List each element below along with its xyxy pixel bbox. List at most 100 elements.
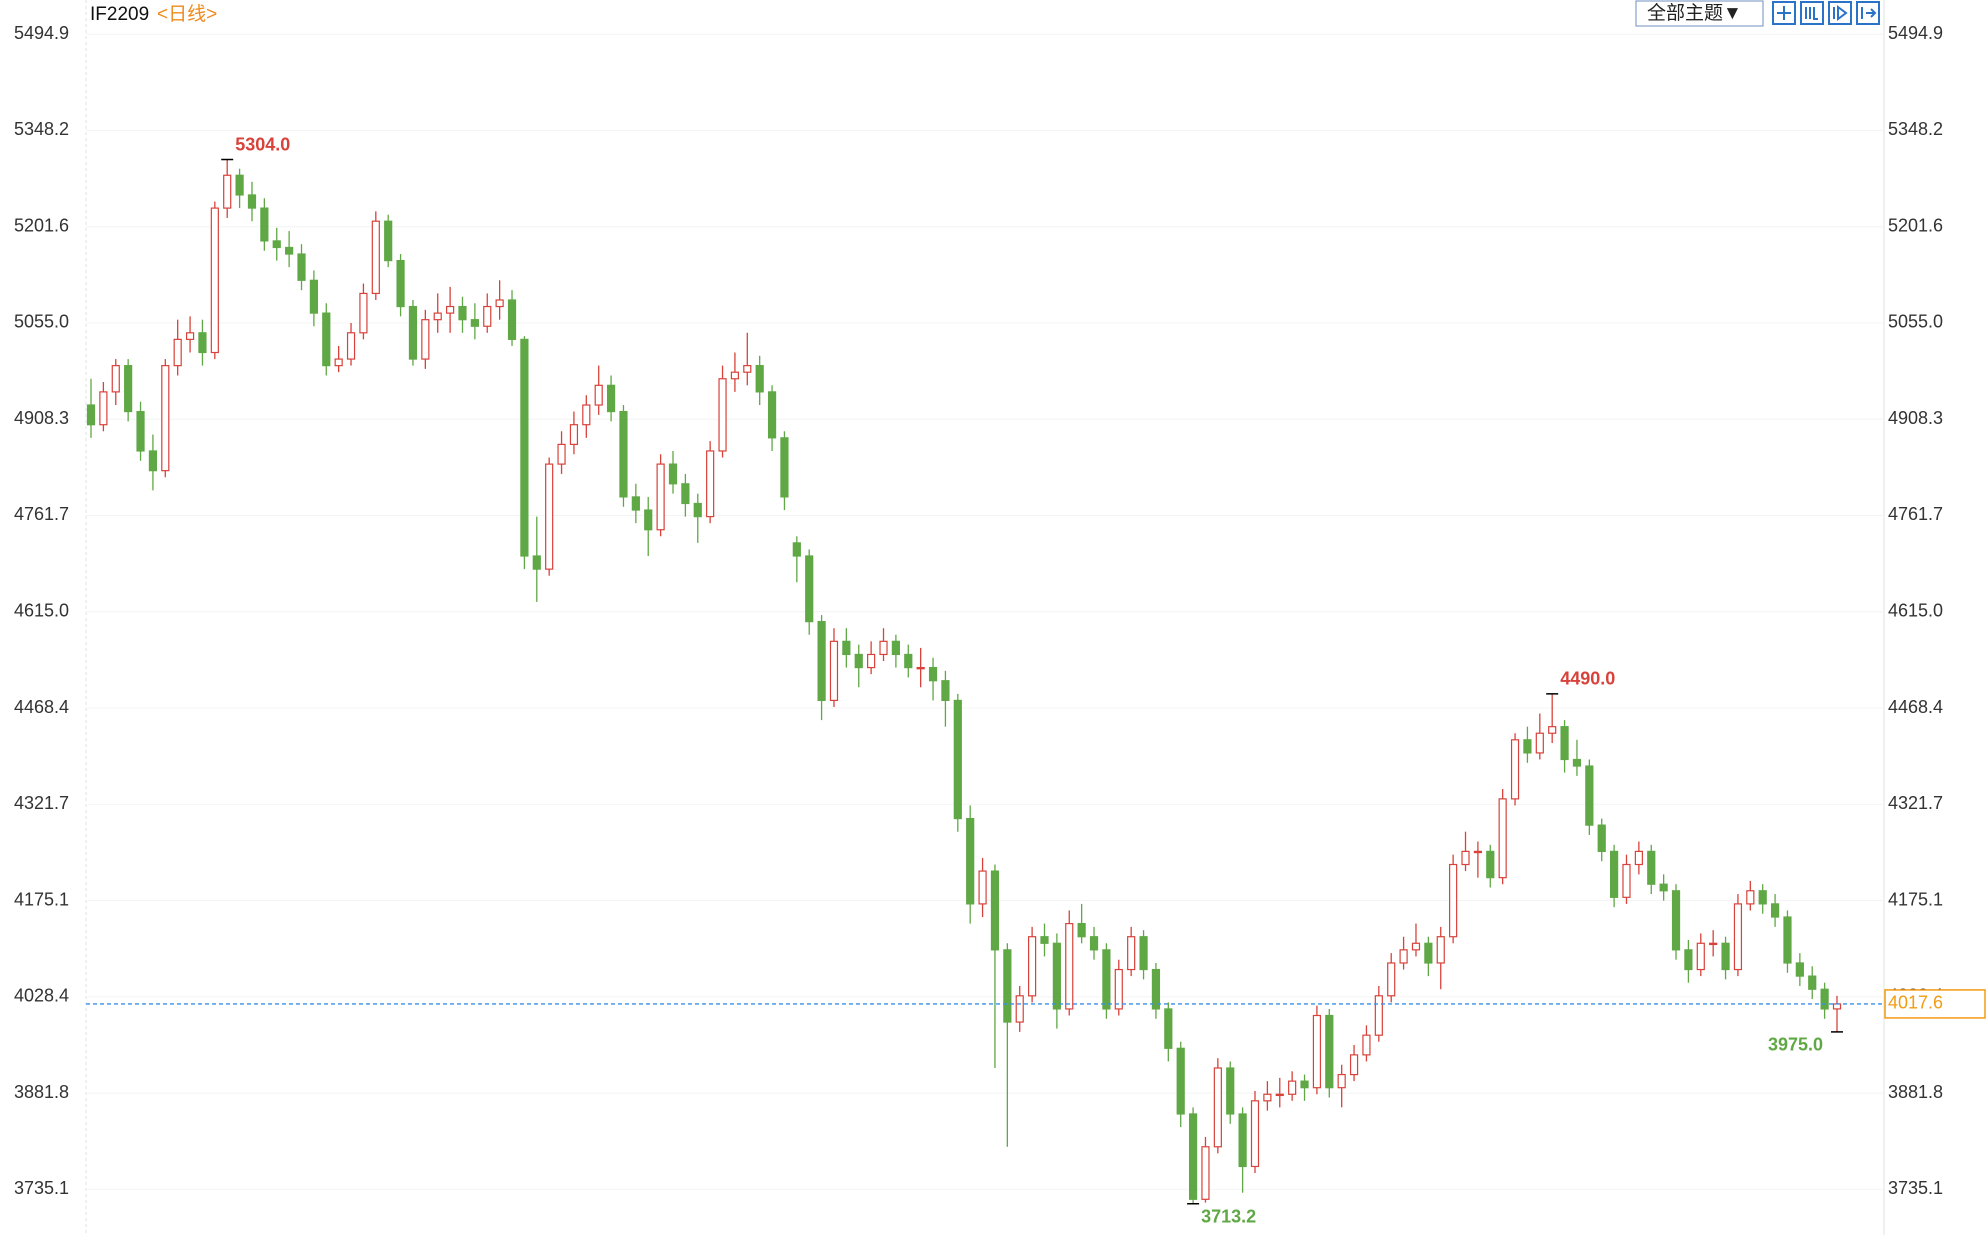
chart-subtitle: <日线> bbox=[157, 3, 217, 25]
candle-body bbox=[1015, 995, 1024, 1023]
candle-body bbox=[1213, 1067, 1222, 1148]
candle-body bbox=[483, 305, 492, 327]
y-tick-label: 4321.7 bbox=[14, 793, 69, 813]
toolbar: 全部主题▼ bbox=[1635, 0, 1880, 27]
candle-body bbox=[1349, 1054, 1359, 1076]
candle-body bbox=[867, 653, 876, 669]
candle-body bbox=[532, 555, 541, 570]
candle-body bbox=[582, 404, 591, 426]
candle-body bbox=[953, 699, 962, 820]
candle-body bbox=[1746, 890, 1755, 905]
candle-body bbox=[433, 312, 442, 321]
chart-title: IF2209 bbox=[90, 4, 149, 25]
candle-body bbox=[1312, 1014, 1322, 1089]
candle-body bbox=[99, 391, 108, 426]
candle-body bbox=[185, 332, 195, 340]
candle-body bbox=[458, 305, 467, 321]
candle-body bbox=[631, 496, 640, 511]
move-icon bbox=[1777, 6, 1791, 20]
candle-body bbox=[1201, 1146, 1210, 1200]
candle-body bbox=[346, 332, 356, 360]
candle-body bbox=[1498, 798, 1507, 879]
candle-body bbox=[322, 312, 331, 367]
candle-body bbox=[1151, 968, 1161, 1010]
candle-body bbox=[805, 555, 814, 623]
candle-body bbox=[421, 319, 430, 360]
y2-tick-label: 3735.1 bbox=[1888, 1178, 1943, 1198]
candle-body bbox=[879, 640, 888, 656]
candle-body bbox=[1610, 850, 1619, 898]
candle-body bbox=[743, 365, 752, 373]
y2-tick-label: 4761.7 bbox=[1888, 504, 1943, 524]
y2-tick-label: 5494.9 bbox=[1888, 23, 1943, 43]
y-tick-label: 3735.1 bbox=[14, 1178, 69, 1198]
y2-tick-label: 5348.2 bbox=[1888, 119, 1943, 139]
candle-body bbox=[396, 260, 405, 308]
candle-body bbox=[111, 365, 120, 393]
candle-body bbox=[1523, 739, 1532, 754]
candle-body bbox=[557, 443, 566, 465]
candle-body bbox=[780, 437, 789, 498]
last-price-box bbox=[1884, 989, 1986, 1019]
candle-body bbox=[148, 450, 158, 472]
candle-body bbox=[1028, 936, 1037, 997]
y-tick-label: 5055.0 bbox=[14, 312, 69, 332]
candle-body bbox=[1510, 739, 1520, 800]
candle-body bbox=[1634, 850, 1643, 866]
candle-body bbox=[223, 174, 232, 209]
candle-body bbox=[86, 404, 96, 426]
y-tick-label: 4761.7 bbox=[14, 504, 69, 524]
candle-body bbox=[309, 279, 318, 314]
candle-body bbox=[817, 621, 826, 702]
y2-tick-label: 4908.3 bbox=[1888, 408, 1943, 428]
candle-body bbox=[334, 358, 343, 367]
candle-body bbox=[829, 640, 839, 702]
candle-body bbox=[928, 666, 938, 682]
candle-body bbox=[1102, 949, 1111, 1010]
candle-body bbox=[1647, 850, 1656, 885]
candle-body bbox=[210, 207, 219, 354]
play-icon bbox=[1833, 5, 1848, 21]
candle-body bbox=[1585, 765, 1594, 826]
y-tick-label: 4468.4 bbox=[14, 697, 69, 717]
candle-body bbox=[1139, 936, 1148, 971]
candle-body bbox=[545, 463, 554, 570]
theme-button-label[interactable]: 全部主题▼ bbox=[1647, 2, 1742, 24]
candle-body bbox=[1436, 936, 1445, 964]
candle-body bbox=[1325, 1014, 1334, 1089]
candle-body bbox=[1572, 758, 1582, 767]
y2-tick-label: 3881.8 bbox=[1888, 1082, 1943, 1102]
candle-body bbox=[520, 338, 529, 557]
candle-body bbox=[285, 246, 294, 255]
candle-body bbox=[681, 483, 690, 505]
candle-body bbox=[1548, 726, 1557, 734]
play-button[interactable] bbox=[1828, 1, 1852, 25]
last-price-label: 4017.6 bbox=[1888, 993, 1943, 1013]
candle-body bbox=[1337, 1073, 1346, 1089]
candle-body bbox=[1226, 1067, 1235, 1115]
candle-body bbox=[495, 299, 504, 308]
candle-body bbox=[730, 371, 740, 380]
candle-body bbox=[408, 305, 418, 360]
candle-body bbox=[842, 640, 851, 656]
candle-body bbox=[1300, 1080, 1309, 1089]
candle-body bbox=[978, 870, 987, 905]
candle-body bbox=[272, 240, 281, 249]
candle-body bbox=[1449, 863, 1458, 938]
candle-body bbox=[941, 680, 950, 702]
candle-body bbox=[891, 640, 900, 656]
candle-body bbox=[1733, 903, 1743, 971]
candle-body bbox=[1188, 1113, 1198, 1200]
candle-body bbox=[990, 870, 1000, 951]
theme-button[interactable] bbox=[1635, 0, 1764, 27]
candle-body bbox=[966, 817, 975, 905]
extreme-label: 5304.0 bbox=[235, 134, 290, 154]
candle-body bbox=[1622, 863, 1631, 898]
candle-body bbox=[371, 220, 380, 295]
candle-body bbox=[693, 502, 702, 518]
first-button[interactable] bbox=[1800, 1, 1824, 25]
first-icon bbox=[1805, 7, 1818, 20]
candle-body bbox=[1832, 1003, 1842, 1010]
candle-body bbox=[1795, 962, 1804, 977]
extreme-label: 3713.2 bbox=[1201, 1207, 1256, 1227]
